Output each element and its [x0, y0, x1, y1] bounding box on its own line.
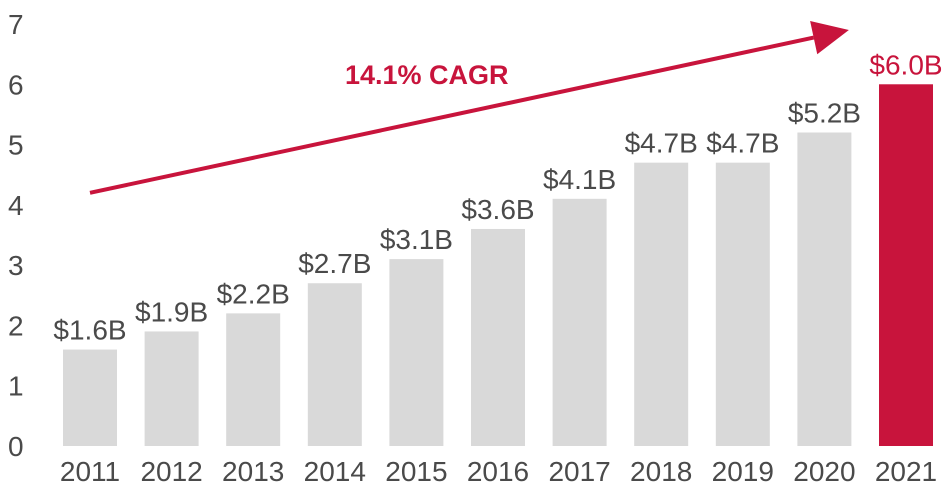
x-tick-label-2018: 2018 — [630, 456, 692, 487]
data-label-2015: $3.1B — [380, 224, 453, 255]
data-label-2019: $4.7B — [706, 128, 779, 159]
data-label-2016: $3.6B — [461, 194, 534, 225]
bar-2011 — [63, 349, 117, 446]
data-label-2011: $1.6B — [53, 315, 126, 346]
data-labels: $1.6B $1.9B $2.2B $2.7B $3.1B $3.6B $4.1B $4.7B… — [53, 49, 942, 345]
bar-2021 — [879, 84, 933, 447]
x-tick-label-2017: 2017 — [548, 456, 610, 487]
x-tick-label-2015: 2015 — [385, 456, 447, 487]
y-tick-label: 7 — [8, 9, 24, 40]
data-label-2021: $6.0B — [869, 49, 942, 80]
x-tick-label-2012: 2012 — [140, 456, 202, 487]
data-label-2017: $4.1B — [543, 164, 616, 195]
data-label-2020: $5.2B — [788, 98, 861, 129]
x-tick-label-2011: 2011 — [60, 456, 120, 487]
y-tick-label: 5 — [8, 130, 24, 161]
bar-2018 — [634, 162, 689, 446]
x-tick-label-2021: 2021 — [875, 456, 937, 487]
bar-2020 — [797, 132, 852, 446]
bar-2016 — [471, 228, 525, 446]
data-label-2012: $1.9B — [135, 296, 208, 327]
y-axis: 0 1 2 3 4 5 6 7 — [8, 9, 24, 462]
x-tick-label-2014: 2014 — [304, 456, 366, 487]
data-label-2014: $2.7B — [298, 248, 371, 279]
data-label-2013: $2.2B — [217, 278, 290, 309]
y-tick-label: 1 — [8, 371, 24, 402]
x-tick-label-2013: 2013 — [222, 456, 284, 487]
y-tick-label: 0 — [8, 431, 24, 462]
bar-2013 — [226, 313, 281, 446]
bar-2012 — [144, 331, 199, 446]
bar-2019 — [715, 162, 770, 446]
x-tick-label-2019: 2019 — [712, 456, 774, 487]
cagr-arrow-head-icon — [810, 20, 849, 55]
bar-2017 — [552, 198, 607, 446]
cagr-arrow-line — [89, 35, 815, 195]
y-tick-label: 4 — [8, 190, 24, 221]
cagr-annotation: 14.1% CAGR — [89, 20, 849, 195]
cagr-label: 14.1% CAGR — [345, 60, 509, 90]
x-tick-label-2020: 2020 — [793, 456, 855, 487]
data-label-2018: $4.7B — [625, 128, 698, 159]
bars — [63, 84, 933, 447]
bar-2015 — [389, 259, 444, 446]
bar-2014 — [307, 283, 362, 446]
y-tick-label: 6 — [8, 69, 24, 100]
x-tick-label-2016: 2016 — [467, 456, 529, 487]
y-tick-label: 2 — [8, 310, 24, 341]
y-tick-label: 3 — [8, 250, 24, 281]
x-axis: 2011 2012 2013 2014 2015 2016 2017 2018 2019 2020… — [60, 456, 937, 487]
